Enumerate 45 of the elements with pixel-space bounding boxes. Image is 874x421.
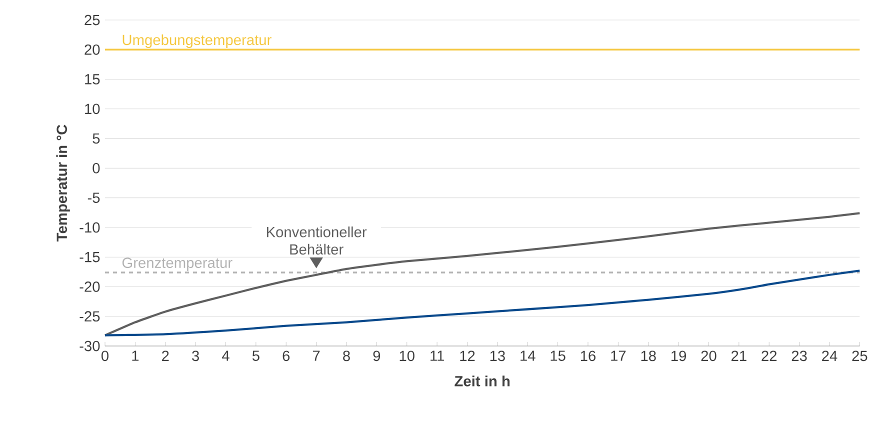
x-tick-label: 14 [520, 350, 536, 361]
x-tick-label: 17 [611, 350, 626, 361]
x-tick-label: 24 [822, 350, 838, 361]
y-tick-label: -15 [80, 252, 100, 262]
x-tick-label: 6 [282, 350, 290, 362]
y-tick-label: 25 [84, 14, 100, 26]
x-tick-label: 18 [641, 350, 656, 362]
y-axis-title: Temperatur in °C [56, 124, 70, 242]
x-tick-label: 23 [792, 350, 807, 362]
x-axis-title: Zeit in h [454, 376, 510, 386]
x-tick-label: 3 [192, 350, 199, 362]
x-tick-label: 1 [132, 350, 139, 361]
y-tick-label: 5 [92, 133, 100, 144]
x-tick-label: 13 [490, 350, 505, 362]
x-tick-label: 8 [343, 350, 350, 362]
x-tick-label: 15 [550, 350, 566, 361]
y-tick-label: -5 [88, 192, 100, 203]
y-tick-label: 10 [85, 104, 100, 114]
y-tick-label: -30 [80, 340, 100, 352]
x-tick-label: 19 [672, 350, 686, 362]
y-tick-label: 0 [92, 163, 100, 174]
ref-line-label: Grenztemperatur [122, 258, 232, 271]
x-tick-label: 11 [430, 350, 444, 361]
y-tick-label: 20 [84, 44, 100, 55]
series-label: Konventioneller Behälter [266, 226, 367, 255]
y-tick-label: -25 [80, 311, 100, 322]
ref-line-label: Umgebungstemperatur [122, 34, 272, 48]
y-tick-label: -10 [80, 222, 100, 233]
x-tick-label: 7 [312, 350, 320, 361]
x-tick-label: 20 [701, 350, 716, 362]
x-tick-label: 21 [732, 350, 746, 361]
y-tick-label: 15 [85, 74, 100, 84]
x-tick-label: 22 [762, 350, 777, 361]
x-tick-label: 16 [580, 350, 596, 362]
x-tick-label: 0 [101, 350, 108, 362]
x-tick-label: 9 [373, 350, 380, 362]
line-series [104, 212, 861, 336]
x-tick-label: 4 [222, 350, 230, 361]
y-tick-label: -20 [80, 282, 100, 292]
line-series [104, 270, 861, 336]
x-tick-label: 10 [400, 350, 414, 362]
x-tick-label: 12 [460, 350, 475, 361]
x-tick-label: 25 [852, 350, 868, 362]
x-tick-label: 2 [162, 350, 169, 361]
x-tick-label: 5 [252, 350, 260, 361]
